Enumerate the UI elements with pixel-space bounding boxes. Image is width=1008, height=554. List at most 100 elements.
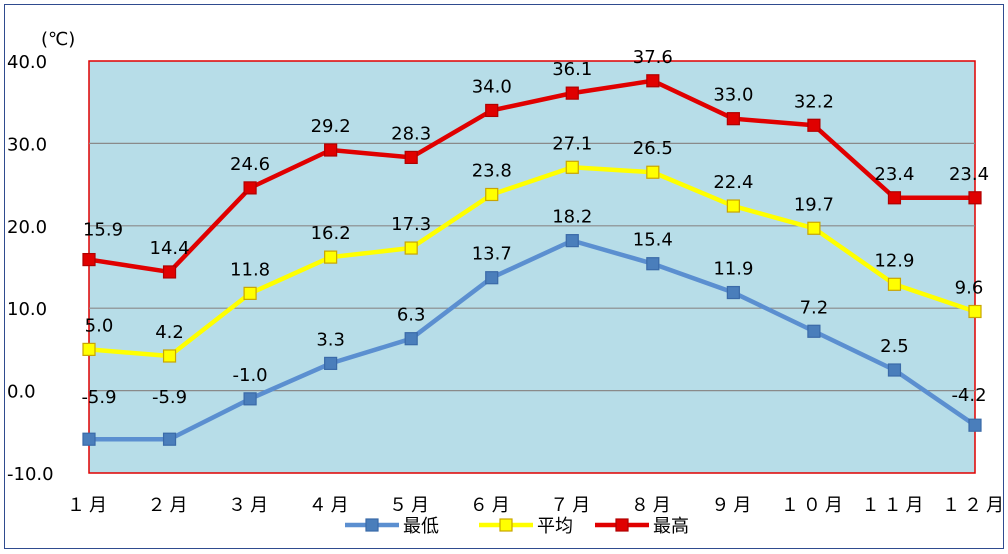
data-label: 9.6: [955, 277, 984, 298]
x-tick-label: ２月: [148, 495, 192, 516]
data-label: 32.2: [794, 91, 834, 112]
data-point-marker: [324, 356, 338, 371]
data-point-marker: [485, 271, 499, 285]
data-label: 4.2: [155, 322, 184, 343]
data-label: 6.3: [397, 305, 426, 326]
data-point-marker: [968, 304, 982, 319]
data-point-marker: [82, 432, 96, 446]
data-point-marker: [807, 324, 821, 338]
x-tick-label: ９月: [711, 495, 755, 516]
series-line: [89, 238, 977, 442]
gridlines: [89, 142, 975, 392]
y-tick-label: -10.0: [7, 464, 54, 485]
legend-item: 平均: [479, 516, 573, 537]
legend-marker: [499, 518, 513, 532]
legend: 最低 平均 最高: [345, 516, 689, 537]
data-label: 37.6: [633, 47, 673, 68]
data-label: 22.4: [713, 172, 753, 193]
data-point-marker: [646, 257, 660, 271]
series-lines: [82, 74, 982, 446]
x-tick-label: １１月: [861, 495, 927, 516]
data-label: 23.4: [949, 164, 989, 185]
data-point-marker: [565, 234, 579, 248]
data-point-marker: [243, 181, 257, 195]
data-point-marker: [565, 160, 579, 174]
data-label: 28.3: [391, 123, 431, 144]
data-label: 14.4: [150, 238, 190, 259]
data-point-marker: [887, 363, 902, 377]
series-max: [82, 74, 982, 279]
data-point-marker: [968, 418, 982, 432]
data-label: 26.5: [633, 138, 673, 159]
x-tick-label: ３月: [228, 495, 272, 516]
data-point-marker: [243, 392, 257, 406]
series-avg: [82, 160, 982, 363]
data-point-marker: [82, 252, 96, 267]
data-point-marker: [485, 187, 499, 202]
data-label: -5.9: [81, 387, 116, 408]
data-point-marker: [162, 432, 177, 446]
data-point-marker: [82, 342, 96, 356]
legend-label: 最低: [403, 516, 439, 537]
y-tick-label: 30.0: [7, 134, 47, 155]
data-label: 27.1: [552, 133, 592, 154]
data-label: 11.9: [713, 259, 753, 280]
data-label: 3.3: [316, 329, 345, 350]
data-point-marker: [887, 191, 902, 205]
data-point-marker: [162, 265, 177, 279]
data-label: 17.3: [391, 214, 431, 235]
data-point-marker: [807, 118, 821, 132]
x-tick-label: ６月: [470, 495, 514, 516]
x-tick-label: ８月: [631, 495, 675, 516]
x-tick-label: １月: [67, 495, 111, 516]
data-point-marker: [404, 332, 418, 346]
data-point-marker: [485, 103, 499, 118]
data-point-marker: [726, 199, 740, 213]
data-point-marker: [807, 221, 821, 235]
data-label: 15.9: [83, 220, 123, 241]
series-line: [88, 78, 975, 275]
data-point-marker: [726, 112, 740, 126]
data-label: 29.2: [311, 116, 351, 137]
data-point-marker: [646, 74, 660, 88]
data-label: 11.8: [230, 259, 270, 280]
data-point-marker: [404, 241, 418, 255]
y-tick-label: 10.0: [7, 299, 47, 320]
data-point-marker: [324, 250, 338, 264]
data-label: 23.4: [874, 164, 914, 185]
data-point-marker: [243, 286, 257, 300]
data-label: 33.0: [713, 85, 753, 106]
y-tick-label: 20.0: [7, 217, 47, 238]
data-point-marker: [968, 191, 982, 205]
data-label: 36.1: [552, 59, 592, 80]
data-labels: -5.9 -5.9 -1.0 3.3 6.3 13.7 18.2 15.4 11.9 7.2 2.5…: [81, 47, 989, 408]
y-tick-label: 40.0: [7, 52, 47, 73]
data-label: 18.2: [552, 207, 592, 228]
chart-frame: 40.0 30.0 20.0 10.0 0.0 -10.0 (℃) １月 ２月 ３月 ４月 ５月 ６…: [4, 4, 1004, 549]
y-axis-tick-labels: 40.0 30.0 20.0 10.0 0.0 -10.0: [7, 52, 54, 485]
data-label: -1.0: [233, 365, 268, 386]
data-label: 34.0: [472, 76, 512, 97]
data-label: 16.2: [311, 223, 351, 244]
data-label: 15.4: [633, 230, 673, 251]
y-axis-unit-label: (℃): [41, 29, 75, 50]
legend-item: 最高: [595, 516, 689, 537]
x-tick-label: １０月: [781, 495, 847, 516]
data-point-marker: [887, 277, 902, 291]
data-point-marker: [565, 86, 579, 100]
data-label: 24.6: [230, 154, 270, 175]
x-tick-label: ４月: [309, 495, 353, 516]
data-label: 5.0: [85, 315, 114, 336]
legend-marker: [615, 518, 629, 532]
x-axis-tick-labels: １月 ２月 ３月 ４月 ５月 ６月 ７月 ８月 ９月 １０月 １１月 １２月: [67, 495, 1005, 516]
data-label: 7.2: [800, 297, 829, 318]
data-point-marker: [646, 165, 660, 179]
x-tick-label: ７月: [550, 495, 594, 516]
temperature-line-chart: 40.0 30.0 20.0 10.0 0.0 -10.0 (℃) １月 ２月 ３月 ４月 ５月 ６…: [7, 29, 1005, 537]
data-label: -4.2: [951, 385, 986, 406]
x-tick-label: １２月: [942, 495, 1005, 516]
data-label: 2.5: [880, 336, 909, 357]
data-point-marker: [404, 150, 418, 165]
y-tick-label: 0.0: [7, 382, 36, 403]
data-point-marker: [726, 285, 740, 300]
